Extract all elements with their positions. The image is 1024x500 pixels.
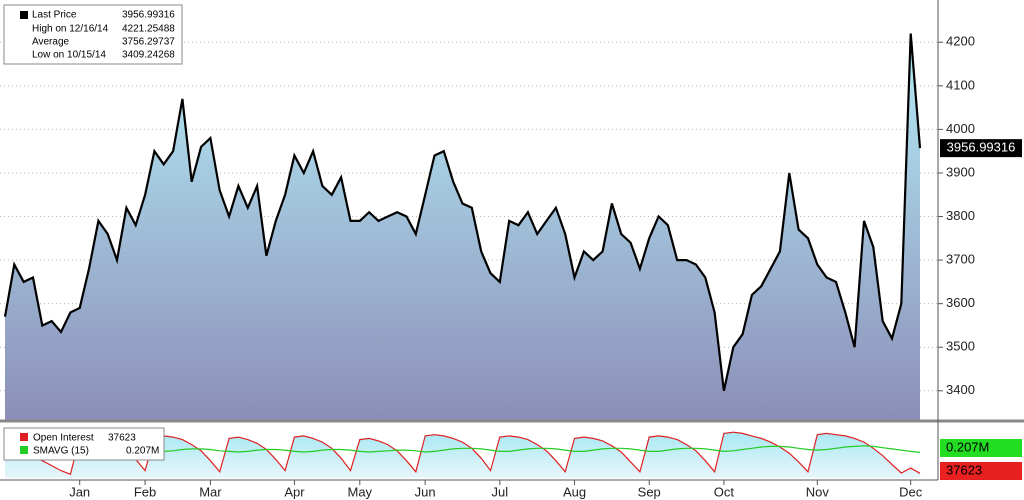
- legend-value: 0.207M: [126, 446, 159, 457]
- open-interest-tag-label: 37623: [946, 462, 982, 477]
- area-fill: [5, 432, 920, 478]
- legend-box: [3, 4, 183, 65]
- legend-label: High on 12/16/14: [32, 24, 109, 35]
- legend-icon: [20, 446, 28, 454]
- area-fill: [5, 33, 920, 420]
- legend-value: 3409.24268: [122, 50, 175, 61]
- x-tick-label: May: [348, 484, 373, 499]
- legend-label: Average: [32, 37, 70, 48]
- legend-label: SMAVG (15): [33, 446, 89, 457]
- x-tick-label: Feb: [134, 484, 156, 499]
- legend-value: 3956.99316: [122, 10, 175, 21]
- y-tick-label: 3500: [946, 339, 975, 354]
- last-price-label: 3956.99316: [947, 140, 1016, 155]
- line: [3, 33, 922, 392]
- x-tick-label: Oct: [714, 484, 735, 499]
- x-tick-label: Jul: [492, 484, 509, 499]
- y-tick-label: 3800: [946, 208, 975, 223]
- y-tick-label: 3900: [946, 164, 975, 179]
- x-tick-label: Aug: [563, 484, 586, 499]
- legend-label: Low on 10/15/14: [32, 50, 106, 61]
- legend-value: 37623: [108, 433, 136, 444]
- legend-label: Last Price: [32, 10, 77, 21]
- legend-value: 4221.25488: [122, 24, 175, 35]
- x-tick-label: Jun: [415, 484, 436, 499]
- smavg-tag-label: 0.207M: [946, 439, 989, 454]
- legend-icon: [20, 433, 28, 441]
- legend-icon: [20, 11, 28, 19]
- y-tick-label: 3700: [946, 252, 975, 267]
- legend: Last Price 3956.99316 High on 12/16/14 4…: [3, 4, 183, 65]
- legend-box: [3, 427, 165, 461]
- y-tick-label: 4100: [946, 77, 975, 92]
- lower-legend: Open Interest 37623 SMAVG (15) 0.207M: [3, 427, 165, 461]
- x-tick-label: Apr: [284, 484, 305, 499]
- y-tick-label: 3400: [946, 382, 975, 397]
- x-tick-label: Dec: [899, 484, 923, 499]
- legend-label: Open Interest: [33, 433, 94, 444]
- smavg-tag: [940, 439, 1022, 457]
- x-tick-label: Sep: [638, 484, 661, 499]
- x-tick-label: Jan: [69, 484, 90, 499]
- y-tick-label: 3600: [946, 295, 975, 310]
- y-tick-label: 4000: [946, 121, 975, 136]
- x-tick-label: Mar: [199, 484, 222, 499]
- y-tick-label: 4200: [946, 34, 975, 49]
- open-interest-tag: [940, 462, 1022, 480]
- last-price-tag: [940, 139, 1022, 158]
- x-tick-label: Nov: [806, 484, 830, 499]
- legend-value: 3756.29737: [122, 37, 175, 48]
